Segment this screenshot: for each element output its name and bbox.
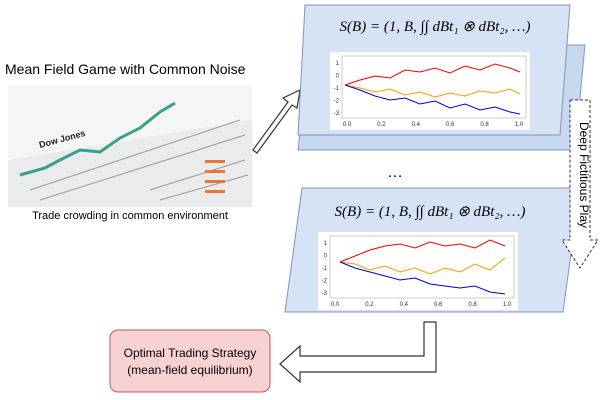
y-tick-label: 0 [324,254,328,260]
x-tick-label: 0.4 [400,302,409,308]
y-tick-label: 1 [324,241,328,247]
x-tick-label: 0.4 [412,122,421,128]
plot [330,52,530,130]
left-title: Mean Field Game with Common Noise [5,61,246,77]
plot-1: 0.0 0.2 0.4 0.6 0.8 1.0 1 0 -1 -2 -3 [334,55,527,128]
y-tick-label: -1 [322,266,328,272]
x-tick-label: 0.6 [446,122,455,128]
side-label: Deep Fictitious Play [577,122,591,228]
arrow [279,321,437,384]
x-tick-label: 0.2 [377,122,386,128]
caption: Trade crowding in common environment [32,210,228,222]
plot [318,232,518,310]
y-tick-label: 0 [336,74,340,80]
photo: Dow Jones [8,85,252,207]
x-tick-label: 0.0 [343,122,352,128]
y-tick-label: -2 [322,279,328,285]
plot-2: 0.0 0.2 0.4 0.6 0.8 1.0 1 0 -1 -2 -3 [322,235,515,308]
y-tick-label: -3 [322,291,328,297]
ellipsis: … [387,164,403,181]
formula: S(B) = (1, B, ∫∫ dBt₁ ⊗ dBt₂, …) [340,19,531,35]
y-tick-label: -3 [334,111,340,117]
arrow [252,88,301,154]
result-line: (mean-field equilibrium) [127,363,252,377]
y-tick-label: -2 [334,99,340,105]
x-tick-label: 0.6 [434,302,443,308]
dashed-arrow [561,99,599,269]
x-tick-label: 0.8 [480,122,489,128]
formula: S(B) = (1, B, ∫∫ dBt₁ ⊗ dBt₂, …) [335,204,526,220]
result-line: Optimal Trading Strategy [124,346,257,360]
x-tick-label: 0.2 [365,302,374,308]
result-box [109,329,271,393]
y-tick-label: 1 [336,61,340,67]
x-tick-label: 1.0 [515,122,524,128]
y-tick-label: -1 [334,86,340,92]
x-tick-label: 0.8 [468,302,477,308]
x-tick-label: 1.0 [503,302,512,308]
x-tick-label: 0.0 [331,302,340,308]
